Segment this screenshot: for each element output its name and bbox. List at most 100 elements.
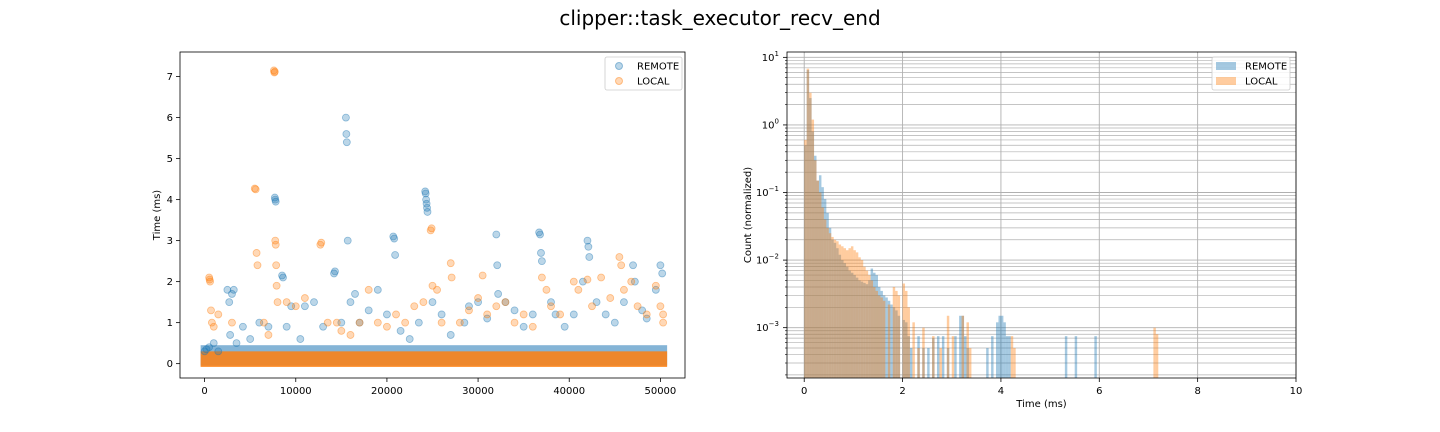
data-point	[419, 298, 428, 307]
data-point	[405, 335, 414, 343]
data-point	[579, 277, 587, 286]
data-point	[492, 230, 501, 239]
histogram-bar	[1013, 348, 1016, 378]
y-tick-label: 6	[167, 113, 173, 124]
data-point	[585, 253, 594, 261]
data-point	[659, 318, 668, 327]
histogram-bar	[838, 254, 842, 378]
y-axis-label: Count (normalized)	[743, 167, 754, 263]
x-tick-label: 50000	[644, 386, 676, 397]
data-point	[583, 236, 592, 245]
histogram-bar	[968, 348, 972, 378]
y-tick-label: 10−3	[756, 320, 779, 334]
data-point	[617, 261, 626, 270]
histogram-bar	[880, 297, 883, 378]
data-point	[422, 199, 431, 208]
data-point	[223, 285, 232, 294]
data-point	[433, 285, 441, 294]
x-tick-label: 0	[801, 386, 807, 397]
data-point	[300, 294, 309, 302]
data-point	[225, 298, 234, 307]
data-point	[364, 306, 373, 315]
legend-label-local: LOCAL	[1245, 77, 1278, 88]
histogram-bar	[946, 348, 950, 378]
data-point	[319, 322, 328, 331]
data-point	[269, 66, 278, 75]
data-point	[528, 322, 537, 331]
data-point	[251, 185, 260, 194]
histogram-bar	[986, 348, 989, 378]
histogram-bar	[814, 160, 817, 378]
histogram-bar	[966, 322, 969, 378]
data-point	[642, 314, 651, 323]
data-point	[250, 184, 259, 193]
histogram-bar	[912, 322, 915, 378]
data-point	[428, 298, 437, 307]
data-point	[346, 298, 355, 307]
histogram-bar	[804, 139, 807, 378]
histogram-bar	[828, 233, 832, 378]
data-point	[422, 195, 431, 204]
histogram-bar	[873, 286, 876, 378]
histogram-bar	[892, 307, 896, 378]
histogram-bar	[831, 239, 834, 378]
legend-patch-local	[1216, 77, 1236, 85]
histogram-bar	[846, 266, 849, 378]
data-point	[483, 310, 492, 319]
data-point	[232, 339, 241, 348]
data-point	[282, 298, 291, 307]
histogram-bar	[1010, 336, 1014, 378]
histogram-bar	[855, 277, 859, 378]
data-point	[391, 251, 400, 259]
histogram-panel: 0 2 4 6 8 10 10−3 10−2 10−1 100 101 Time (ms) Count …	[743, 50, 1302, 410]
data-point	[332, 318, 341, 327]
y-tick-label: 0	[167, 359, 173, 370]
histogram-bar	[816, 180, 819, 378]
series-remote	[804, 69, 1097, 379]
data-point	[410, 302, 419, 311]
legend-label-remote: REMOTE	[1245, 62, 1287, 73]
data-point	[465, 302, 473, 311]
data-point	[383, 322, 391, 331]
legend-box	[604, 56, 683, 91]
data-point	[310, 298, 318, 307]
data-point	[226, 331, 235, 339]
data-point	[364, 285, 373, 294]
data-point	[536, 230, 544, 239]
histogram-bar	[1005, 336, 1009, 378]
y-tick-label: 5	[167, 154, 173, 165]
data-point	[569, 310, 578, 319]
scatter-dense-band	[200, 345, 668, 367]
data-point	[560, 322, 569, 331]
histogram-bar	[853, 275, 856, 378]
legend-label-remote: REMOTE	[637, 62, 679, 73]
histogram-bar	[1000, 315, 1004, 378]
histogram-bar	[826, 227, 829, 378]
data-point	[229, 285, 238, 294]
local-dense-band	[200, 351, 668, 367]
data-point	[205, 275, 214, 284]
data-point	[414, 318, 423, 327]
data-point	[446, 259, 455, 268]
data-point	[620, 285, 628, 294]
data-point	[551, 310, 560, 319]
data-point	[547, 298, 555, 307]
histogram-bar	[936, 336, 940, 378]
data-point	[316, 240, 325, 249]
data-point	[355, 318, 364, 327]
legend-box	[1211, 56, 1291, 91]
data-point	[373, 318, 382, 327]
data-point	[206, 277, 214, 286]
data-point	[300, 302, 309, 311]
data-point	[428, 281, 437, 290]
histogram-bar	[833, 239, 837, 378]
histogram-bar	[860, 281, 864, 378]
y-tick-label: 100	[762, 117, 779, 131]
data-point	[259, 318, 268, 327]
data-point	[205, 273, 214, 282]
histogram-bar	[895, 310, 898, 378]
data-point	[238, 322, 247, 331]
histogram-bar	[880, 290, 883, 378]
histogram-bar	[895, 290, 898, 378]
